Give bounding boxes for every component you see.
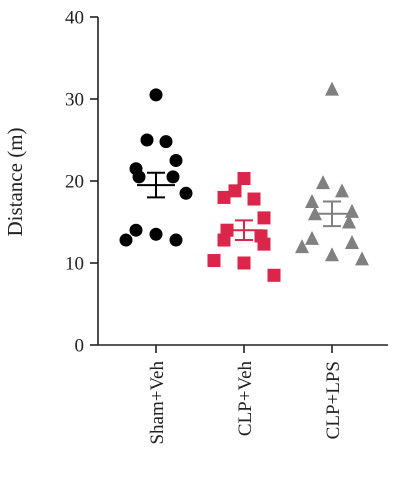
y-tick-label: 0 xyxy=(75,336,85,357)
data-point xyxy=(228,184,242,198)
data-point xyxy=(119,233,133,247)
series-sham-veh xyxy=(119,88,193,247)
data-point xyxy=(335,183,349,198)
data-point xyxy=(257,211,271,225)
x-category-label: CLP+Veh xyxy=(235,361,256,437)
data-point xyxy=(207,254,221,268)
x-axis: Sham+Veh CLP+Veh CLP+LPS xyxy=(98,344,388,445)
y-tick-label: 10 xyxy=(65,254,84,275)
data-point xyxy=(169,233,183,247)
data-point xyxy=(345,203,359,218)
x-category-label: Sham+Veh xyxy=(147,361,168,445)
data-point xyxy=(149,88,163,102)
data-point xyxy=(345,235,359,249)
data-point xyxy=(159,135,173,149)
data-point xyxy=(325,81,339,96)
data-point xyxy=(316,175,330,190)
series-clp-veh xyxy=(207,172,281,282)
y-axis: 0 10 20 30 40 xyxy=(65,8,99,357)
data-point xyxy=(342,214,356,229)
data-point xyxy=(237,172,251,186)
data-point xyxy=(295,239,309,254)
y-tick-label: 30 xyxy=(65,90,84,111)
data-point xyxy=(217,190,231,204)
data-point xyxy=(169,154,183,167)
data-point xyxy=(247,192,261,206)
data-point xyxy=(305,194,319,208)
data-point xyxy=(166,170,180,184)
series-clp-lps xyxy=(295,81,369,266)
data-point xyxy=(217,233,231,247)
data-marks xyxy=(119,81,369,282)
data-point xyxy=(149,227,163,241)
data-point xyxy=(257,237,271,251)
data-point xyxy=(129,223,143,237)
data-point xyxy=(237,256,251,270)
x-category-label: CLP+LPS xyxy=(323,361,344,439)
data-point xyxy=(267,268,281,282)
data-point xyxy=(305,230,319,245)
data-point xyxy=(179,186,193,200)
data-point xyxy=(355,251,369,266)
data-point xyxy=(140,133,154,147)
y-tick-label: 40 xyxy=(65,8,84,29)
y-tick-label: 20 xyxy=(65,172,84,193)
y-axis-title: Distance (m) xyxy=(3,127,27,236)
data-point xyxy=(132,170,146,184)
data-point xyxy=(325,247,339,262)
